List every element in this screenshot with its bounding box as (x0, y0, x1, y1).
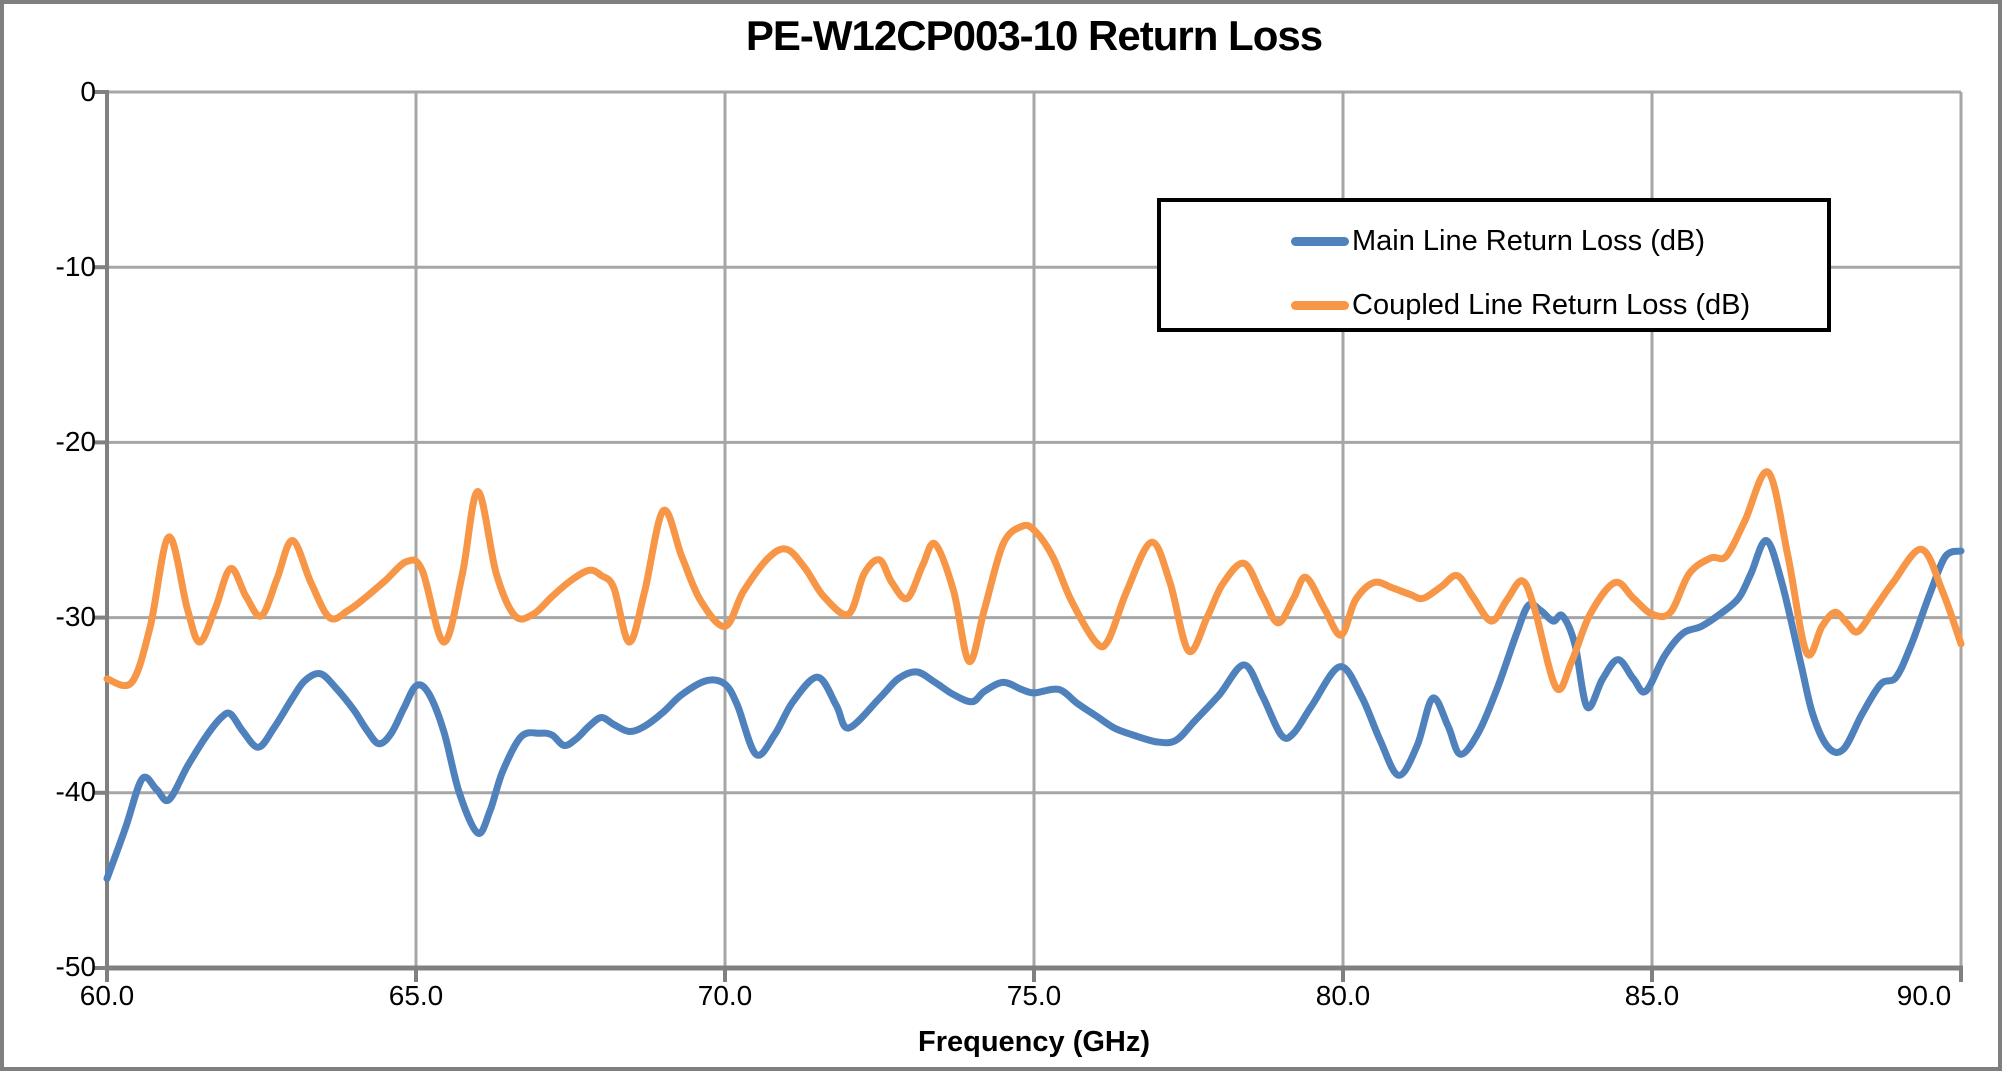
y-tick-label-50: -50 (55, 951, 96, 982)
x-axis-title: Frequency (GHz) (917, 1026, 1151, 1058)
legend-entry-main-line: Main Line Return Loss (dB) (1291, 224, 1705, 258)
coupled-line-series-path (103, 468, 1965, 694)
coupled-line-swatch-icon (1291, 300, 1349, 310)
x-tick-label-65: 65.0 (388, 980, 444, 1011)
legend-box: Main Line Return Loss (dB) Coupled Line … (1157, 198, 1831, 332)
x-tick-label-85: 85.0 (1624, 980, 1680, 1011)
legend-entry-coupled-line: Coupled Line Return Loss (dB) (1291, 288, 1750, 322)
x-tick-label-90: 90.0 (1896, 980, 1952, 1011)
main-line-series-path (103, 537, 1965, 883)
x-tick-label-75: 75.0 (1006, 980, 1062, 1011)
plot-area (93, 90, 1965, 982)
legend-label: Coupled Line Return Loss (dB) (1352, 288, 1751, 321)
y-tick-label-10: -10 (55, 251, 96, 282)
y-tick-label-40: -40 (55, 776, 96, 807)
x-tick-label-60: 60.0 (79, 980, 135, 1011)
y-tick-label-0: 0 (80, 76, 96, 107)
y-tick-label-20: -20 (55, 426, 96, 457)
y-tick-label-30: -30 (55, 601, 96, 632)
x-tick-label-70: 70.0 (697, 980, 753, 1011)
legend-label: Main Line Return Loss (dB) (1352, 224, 1705, 257)
chart-title: PE-W12CP003-10 Return Loss (745, 12, 1323, 59)
main-line-swatch-icon (1291, 236, 1349, 246)
x-tick-label-80: 80.0 (1315, 980, 1371, 1011)
